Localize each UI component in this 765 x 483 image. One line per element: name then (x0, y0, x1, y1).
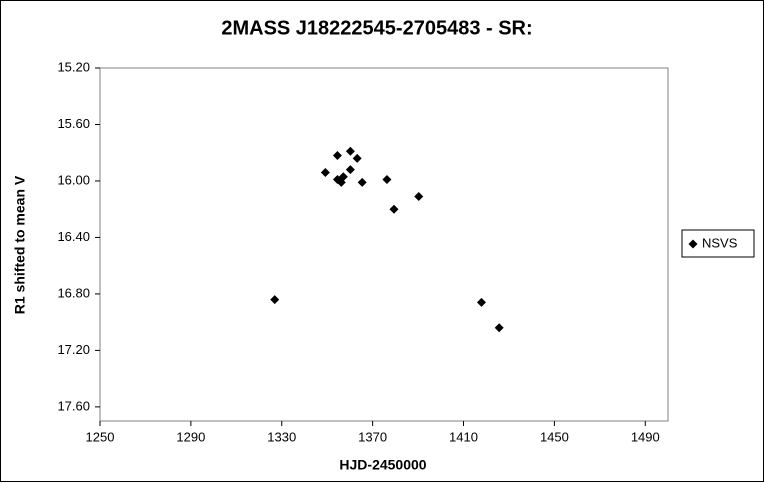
y-tick-label: 17.60 (57, 398, 90, 413)
y-tick-label: 16.80 (57, 285, 90, 300)
x-tick-label: 1370 (358, 429, 387, 444)
data-point (345, 146, 355, 156)
chart-title: 2MASS J18222545-2705483 - SR: (221, 17, 532, 39)
data-point (414, 191, 424, 201)
y-tick-label: 16.00 (57, 172, 90, 187)
data-point (270, 295, 280, 305)
data-point (320, 167, 330, 177)
data-point (332, 151, 342, 161)
x-tick-label: 1290 (176, 429, 205, 444)
data-point (494, 323, 504, 333)
y-tick-label: 15.20 (57, 59, 90, 74)
data-point (338, 172, 348, 182)
legend-marker (688, 239, 698, 249)
y-tick-label: 16.40 (57, 229, 90, 244)
x-tick-label: 1450 (540, 429, 569, 444)
data-point (382, 175, 392, 185)
x-axis-label: HJD-2450000 (339, 457, 426, 473)
y-tick-label: 15.60 (57, 116, 90, 131)
data-point (476, 297, 486, 307)
data-point (389, 204, 399, 214)
x-tick-label: 1410 (449, 429, 478, 444)
x-tick-label: 1330 (267, 429, 296, 444)
x-tick-label: 1250 (86, 429, 115, 444)
plot-area (99, 67, 669, 422)
x-tick-label: 1490 (631, 429, 660, 444)
y-tick-label: 17.20 (57, 342, 90, 357)
data-point (352, 153, 362, 163)
data-point (345, 165, 355, 175)
legend-label: NSVS (702, 235, 738, 250)
y-axis-label: R1 shifted to mean V (12, 175, 28, 314)
data-point (357, 177, 367, 187)
